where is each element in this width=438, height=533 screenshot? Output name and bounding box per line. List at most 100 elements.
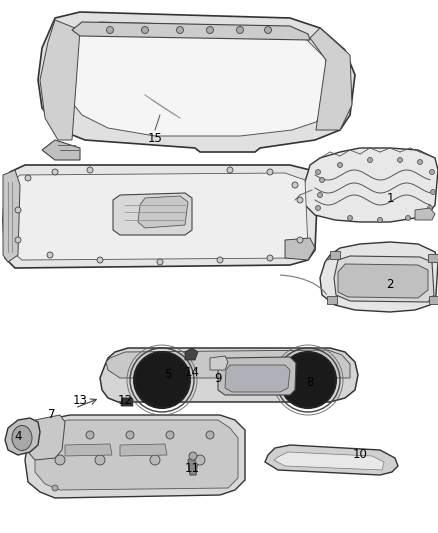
Text: 8: 8 [306, 376, 314, 390]
Circle shape [87, 167, 93, 173]
Circle shape [430, 169, 434, 174]
Circle shape [52, 169, 58, 175]
Polygon shape [265, 445, 398, 475]
Polygon shape [327, 296, 337, 304]
Polygon shape [40, 20, 80, 140]
Polygon shape [303, 148, 438, 222]
Polygon shape [285, 238, 315, 260]
Circle shape [398, 157, 403, 163]
Polygon shape [100, 348, 358, 402]
Polygon shape [72, 22, 310, 40]
Circle shape [55, 455, 65, 465]
Text: 9: 9 [214, 372, 222, 384]
Circle shape [347, 215, 353, 221]
Circle shape [150, 455, 160, 465]
Circle shape [95, 455, 105, 465]
Polygon shape [225, 365, 290, 392]
Ellipse shape [12, 425, 32, 450]
Text: 1: 1 [386, 191, 394, 205]
Polygon shape [3, 165, 318, 268]
Polygon shape [67, 22, 332, 136]
Circle shape [227, 167, 233, 173]
Circle shape [47, 252, 53, 258]
Circle shape [297, 237, 303, 243]
Text: 14: 14 [184, 366, 199, 378]
Circle shape [106, 27, 113, 34]
Circle shape [280, 352, 336, 408]
Polygon shape [338, 264, 428, 298]
Circle shape [265, 27, 272, 34]
Circle shape [177, 27, 184, 34]
Polygon shape [106, 350, 350, 378]
Circle shape [51, 431, 59, 439]
Polygon shape [25, 415, 245, 498]
Polygon shape [330, 251, 340, 259]
Circle shape [406, 215, 410, 221]
Text: 2: 2 [386, 279, 394, 292]
Text: 10: 10 [353, 448, 367, 462]
Polygon shape [320, 242, 438, 312]
Circle shape [338, 163, 343, 167]
Text: 5: 5 [164, 368, 172, 382]
Circle shape [134, 352, 190, 408]
Text: 4: 4 [14, 431, 22, 443]
Circle shape [126, 431, 134, 439]
Circle shape [206, 431, 214, 439]
Polygon shape [274, 452, 384, 470]
Circle shape [315, 169, 321, 174]
Polygon shape [120, 444, 167, 456]
Polygon shape [5, 418, 40, 455]
Circle shape [267, 169, 273, 175]
Circle shape [206, 27, 213, 34]
Polygon shape [210, 356, 228, 370]
Polygon shape [218, 357, 296, 395]
Circle shape [267, 255, 273, 261]
Polygon shape [10, 173, 308, 260]
Circle shape [378, 217, 382, 222]
Polygon shape [138, 196, 188, 228]
Circle shape [195, 455, 205, 465]
Circle shape [319, 177, 325, 182]
Polygon shape [121, 398, 133, 406]
Circle shape [417, 159, 423, 165]
Circle shape [315, 206, 321, 211]
Circle shape [297, 197, 303, 203]
Polygon shape [310, 28, 352, 130]
Circle shape [423, 214, 427, 219]
Polygon shape [28, 415, 65, 460]
Polygon shape [188, 455, 198, 475]
Circle shape [141, 27, 148, 34]
Polygon shape [185, 348, 198, 360]
Circle shape [217, 257, 223, 263]
Polygon shape [429, 296, 438, 304]
Circle shape [318, 192, 322, 198]
Text: 7: 7 [48, 408, 56, 422]
Polygon shape [42, 140, 80, 160]
Text: 11: 11 [184, 462, 199, 474]
Text: 15: 15 [148, 132, 162, 144]
Circle shape [431, 190, 435, 195]
Circle shape [15, 237, 21, 243]
Circle shape [157, 259, 163, 265]
Circle shape [237, 27, 244, 34]
Polygon shape [334, 256, 434, 302]
Circle shape [86, 431, 94, 439]
Circle shape [292, 182, 298, 188]
Polygon shape [428, 254, 438, 262]
Polygon shape [65, 444, 112, 456]
Circle shape [427, 206, 432, 211]
Circle shape [97, 257, 103, 263]
Polygon shape [415, 208, 435, 220]
Circle shape [367, 157, 372, 163]
Polygon shape [35, 420, 238, 490]
Circle shape [189, 452, 197, 460]
Polygon shape [113, 193, 192, 235]
Polygon shape [3, 170, 20, 262]
Circle shape [166, 431, 174, 439]
Circle shape [25, 175, 31, 181]
Circle shape [52, 485, 58, 491]
Text: 12: 12 [117, 393, 133, 407]
Circle shape [15, 207, 21, 213]
Text: 13: 13 [73, 393, 88, 407]
Polygon shape [38, 12, 355, 152]
